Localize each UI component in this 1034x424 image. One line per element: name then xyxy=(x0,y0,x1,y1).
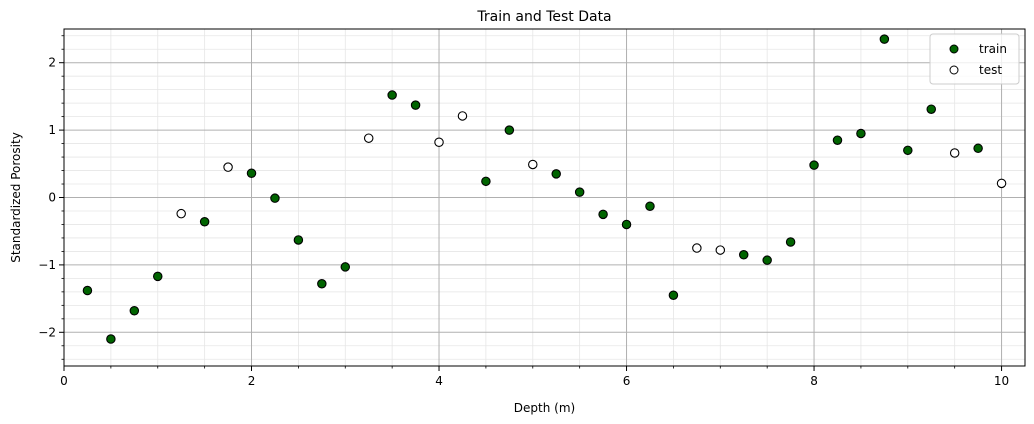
y-tick-label: 0 xyxy=(48,191,56,205)
data-point-train xyxy=(246,168,257,178)
data-point-train xyxy=(317,279,327,289)
data-point-test xyxy=(692,243,702,253)
data-point-train xyxy=(82,285,93,296)
data-point-train xyxy=(293,235,304,245)
x-tick-label: 4 xyxy=(435,374,443,388)
data-point-train xyxy=(926,104,936,114)
data-point-train xyxy=(129,305,140,316)
data-point-test xyxy=(363,133,374,143)
data-point-test xyxy=(996,178,1007,189)
data-points xyxy=(82,34,1007,344)
data-point-train xyxy=(903,145,913,156)
data-point-test xyxy=(949,148,960,158)
data-point-train xyxy=(153,271,163,282)
x-axis-label: Depth (m) xyxy=(514,401,575,415)
data-point-train xyxy=(621,219,632,230)
legend: train test xyxy=(929,33,1020,85)
data-point-test xyxy=(176,208,186,219)
y-tick-label: −1 xyxy=(38,258,56,272)
grid xyxy=(63,29,1025,366)
x-tick-label: 10 xyxy=(994,374,1009,388)
data-point-train xyxy=(785,237,796,247)
data-point-train xyxy=(410,100,421,110)
data-point-train xyxy=(762,255,772,265)
data-point-train xyxy=(668,290,679,300)
chart-title: Train and Test Data xyxy=(476,9,611,25)
data-point-train xyxy=(504,125,515,135)
data-point-train xyxy=(481,176,491,187)
axis-ticks: 0 2 4 6 8 10 −2 −1 0 1 2 xyxy=(38,35,1009,388)
data-point-train xyxy=(340,262,351,272)
legend-marker-train xyxy=(949,44,959,54)
x-tick-label: 2 xyxy=(248,374,256,388)
data-point-train xyxy=(832,135,843,145)
x-tick-label: 8 xyxy=(810,374,818,388)
y-axis-label: Standardized Porosity xyxy=(9,132,23,263)
legend-label-test: test xyxy=(979,63,1002,77)
legend-label-train: train xyxy=(979,42,1007,56)
x-tick-label: 0 xyxy=(60,374,68,388)
data-point-train xyxy=(598,209,608,220)
data-point-train xyxy=(879,34,890,44)
data-point-test xyxy=(434,137,444,147)
data-point-train xyxy=(856,128,866,139)
legend-marker-test xyxy=(949,65,959,75)
data-point-train xyxy=(645,201,655,212)
x-tick-label: 6 xyxy=(623,374,631,388)
data-point-train xyxy=(574,187,585,197)
data-point-test xyxy=(223,162,233,172)
data-point-train xyxy=(387,90,397,100)
data-point-train xyxy=(809,160,819,170)
data-point-train xyxy=(738,250,749,260)
data-point-train xyxy=(106,334,116,344)
y-tick-label: −2 xyxy=(38,325,56,339)
data-point-train xyxy=(973,143,983,154)
y-tick-label: 2 xyxy=(48,56,56,70)
data-point-train xyxy=(270,193,280,203)
data-point-test xyxy=(528,159,538,170)
data-point-train xyxy=(199,217,210,227)
data-point-test xyxy=(457,111,468,121)
y-tick-label: 1 xyxy=(48,123,56,137)
data-point-train xyxy=(551,169,561,179)
data-point-test xyxy=(715,245,726,255)
